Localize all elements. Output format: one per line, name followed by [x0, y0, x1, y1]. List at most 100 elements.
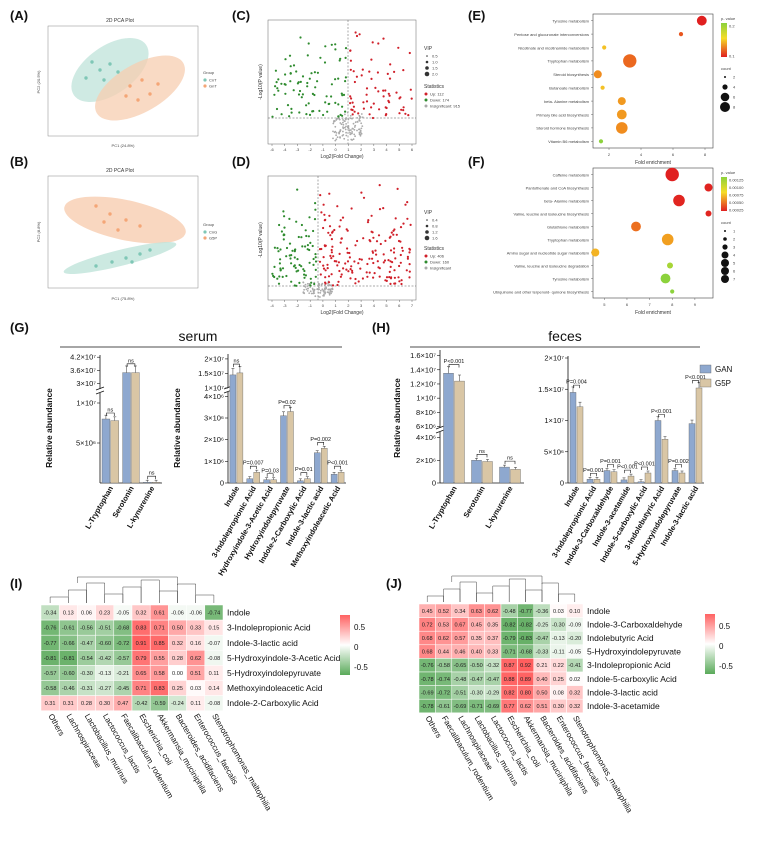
volcano-d-stat-ns: Insignificant: [430, 266, 452, 271]
volcano-point-up: [356, 239, 359, 243]
volcano-point-up: [351, 269, 354, 272]
significance-label: P<0.001: [634, 462, 655, 468]
volcano-point-down: [292, 64, 296, 67]
enrichment-xtick-label: 8: [671, 302, 674, 307]
volcano-point-up: [400, 108, 403, 111]
volcano-point-down: [295, 220, 298, 223]
volcano-point-down: [301, 93, 304, 96]
volcano-point-up: [393, 247, 396, 250]
volcano-point-up: [408, 270, 411, 273]
pca-a-legend-title: Group: [203, 70, 215, 75]
volcano-point-up: [351, 101, 354, 104]
bar-gan: [671, 470, 679, 484]
volcano-point-up: [322, 256, 325, 259]
volcano-point-up: [362, 101, 365, 104]
enrichment-count-legend-dot: [723, 237, 727, 241]
heatmap-cell-value: 0.62: [520, 704, 531, 710]
volcano-point-down: [294, 266, 297, 269]
heatmap-row-label: Indolebutyric Acid: [587, 633, 654, 643]
volcano-point-down: [330, 95, 333, 98]
dendrogram-branch: [49, 596, 69, 603]
volcano-point-up: [371, 257, 374, 260]
volcano-point-down: [318, 109, 321, 112]
volcano-point-down: [278, 223, 281, 227]
heatmap-cell-value: 0.02: [569, 677, 580, 683]
volcano-point-up: [350, 207, 353, 210]
volcano-point-up: [377, 90, 380, 93]
heatmap-cell-value: 0.28: [172, 656, 183, 662]
significance-label: P=0.03: [261, 468, 279, 474]
bar-gan: [314, 452, 321, 484]
volcano-point-ns: [307, 287, 309, 290]
volcano-point-up: [324, 244, 327, 247]
volcano-point-down: [279, 269, 282, 272]
volcano-point-up: [348, 251, 351, 255]
volcano-point-up: [375, 240, 379, 243]
panel-label-h: (H): [372, 320, 390, 335]
pca-a-legend-gnt: GnT: [209, 84, 217, 89]
significance-label: P<0.001: [444, 359, 465, 365]
bar-ytick-label: 1.6×10⁷: [410, 351, 436, 360]
bar-gan: [620, 479, 628, 484]
vip-legend-label: 2.0: [432, 72, 438, 77]
volcano-point-down: [311, 244, 314, 248]
volcano-point-up: [351, 113, 354, 116]
pca-b-point: [102, 220, 106, 224]
volcano-point-down: [273, 246, 276, 249]
volcano-point-up: [372, 276, 375, 279]
volcano-c-stat-up: Up: 112: [430, 92, 444, 97]
volcano-point-up: [402, 109, 405, 112]
volcano-point-up: [351, 271, 354, 274]
volcano-point-up: [400, 279, 403, 282]
volcano-point-ns: [351, 131, 353, 133]
pca-b-legend-g5p: G5P: [209, 236, 217, 241]
volcano-point-up: [399, 261, 402, 264]
axis-break-mark: [95, 386, 105, 391]
volcano-point-down: [281, 267, 285, 270]
volcano-point-down: [285, 274, 288, 278]
heatmap-cell-value: 0.30: [553, 704, 564, 710]
volcano-point-down: [279, 248, 282, 251]
significance-bracket: [624, 469, 631, 474]
volcano-point-up: [393, 276, 396, 279]
heatmap-cell-value: -0.82: [519, 622, 532, 628]
volcano-point-up: [331, 245, 334, 248]
bar-g5p: [304, 478, 311, 484]
bar-ytick-label: 0: [220, 479, 224, 488]
heatmap-cell-value: -0.68: [117, 626, 130, 632]
bar-ytick-label: 1×10⁷: [544, 416, 564, 425]
volcano-point-up: [324, 269, 327, 272]
volcano-point-down: [283, 83, 286, 86]
volcano-point-up: [401, 246, 404, 249]
heatmap-cell-value: -0.08: [208, 656, 221, 662]
enrichment-count-legend-title: count: [721, 220, 732, 225]
heatmap-dendrogram: [426, 575, 576, 602]
bar-g5p: [337, 472, 345, 484]
pca-a-point: [148, 92, 152, 96]
enrichment-plot-e: Tyrosine metabolism Pentose and glucurona…: [514, 13, 736, 166]
volcano-point-ns: [314, 295, 317, 298]
significance-bracket: [300, 472, 308, 476]
volcano-point-ns: [352, 138, 355, 141]
heatmap-cell-value: 0.71: [154, 626, 165, 632]
volcano-point-ns: [342, 126, 344, 128]
volcano-point-down: [319, 56, 322, 59]
enrichment-xtick-label: 8: [704, 152, 707, 157]
panel-label-e: (E): [468, 8, 485, 23]
volcano-point-up: [378, 108, 381, 111]
volcano-point-up: [378, 184, 381, 187]
volcano-point-up: [330, 273, 333, 276]
volcano-point-ns: [317, 295, 320, 298]
volcano-xtick-label: 6: [411, 147, 414, 152]
heatmap-cell-value: -0.74: [437, 677, 450, 683]
enrichment-category-label: Nicotinate and nicotinamide metabolism: [518, 45, 589, 50]
volcano-point-up: [394, 257, 397, 260]
volcano-point-up: [404, 112, 407, 115]
heatmap-cell-value: -0.13: [98, 671, 111, 677]
pca-b-point: [94, 204, 98, 208]
volcano-point-ns: [333, 119, 335, 122]
volcano-point-down: [306, 248, 309, 251]
heatmap-cell-value: 0.92: [520, 663, 531, 669]
volcano-point-ns: [318, 288, 320, 291]
dendrogram-branch: [195, 594, 215, 603]
